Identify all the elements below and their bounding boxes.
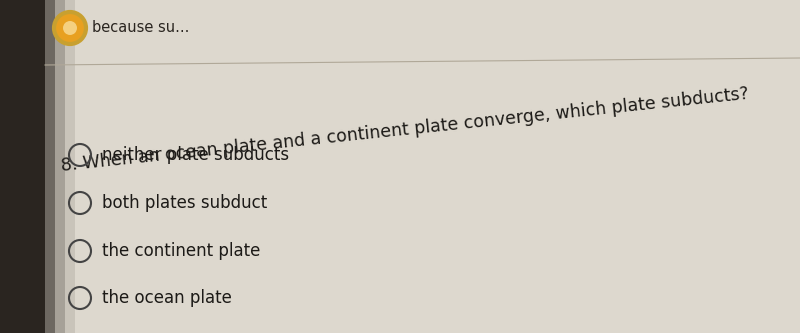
FancyBboxPatch shape [45,0,55,333]
Text: the continent plate: the continent plate [102,242,260,260]
FancyBboxPatch shape [0,0,45,333]
Text: because su...: because su... [92,21,190,36]
FancyBboxPatch shape [45,0,65,333]
Text: 8. When an ocean plate and a continent plate converge, which plate subducts?: 8. When an ocean plate and a continent p… [60,85,750,175]
Text: both plates subduct: both plates subduct [102,194,267,212]
Circle shape [54,12,86,44]
Text: neither plate subducts: neither plate subducts [102,146,289,164]
Circle shape [63,21,77,35]
Text: the ocean plate: the ocean plate [102,289,232,307]
FancyBboxPatch shape [45,0,75,333]
